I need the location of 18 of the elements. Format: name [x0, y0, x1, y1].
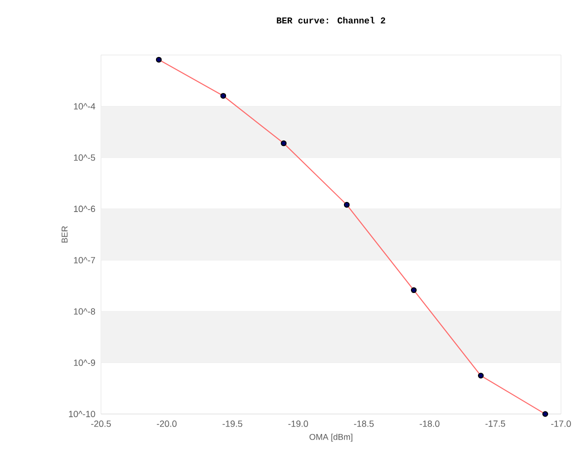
x-tick-label: -19.5	[222, 420, 242, 427]
y-tick-label: 10^-5	[74, 154, 96, 161]
x-tick-label: -20.0	[156, 420, 177, 427]
x-tick-label: -17.5	[485, 420, 506, 427]
y-tick-label: 10^-7	[74, 256, 96, 264]
x-axis-title: OMA [dBm]	[310, 434, 352, 442]
y-axis-title: BER	[62, 226, 68, 243]
x-tick-label: -19.0	[288, 420, 308, 427]
y-tick-label: 10^-8	[74, 308, 96, 315]
x-tick-label: -18.5	[354, 420, 374, 427]
y-tick-label: 10^-6	[74, 206, 96, 212]
y-tick-label: 10^-9	[74, 360, 96, 366]
x-tick-label: -20.5	[91, 420, 111, 427]
y-tick-label: 10^-4	[74, 103, 96, 110]
x-tick-label: -18.0	[420, 420, 440, 427]
chart-title: BER curve: Channel 2	[276, 16, 386, 24]
x-tick-label: -17.0	[551, 420, 571, 427]
y-tick-label: 10^-10	[69, 410, 96, 418]
